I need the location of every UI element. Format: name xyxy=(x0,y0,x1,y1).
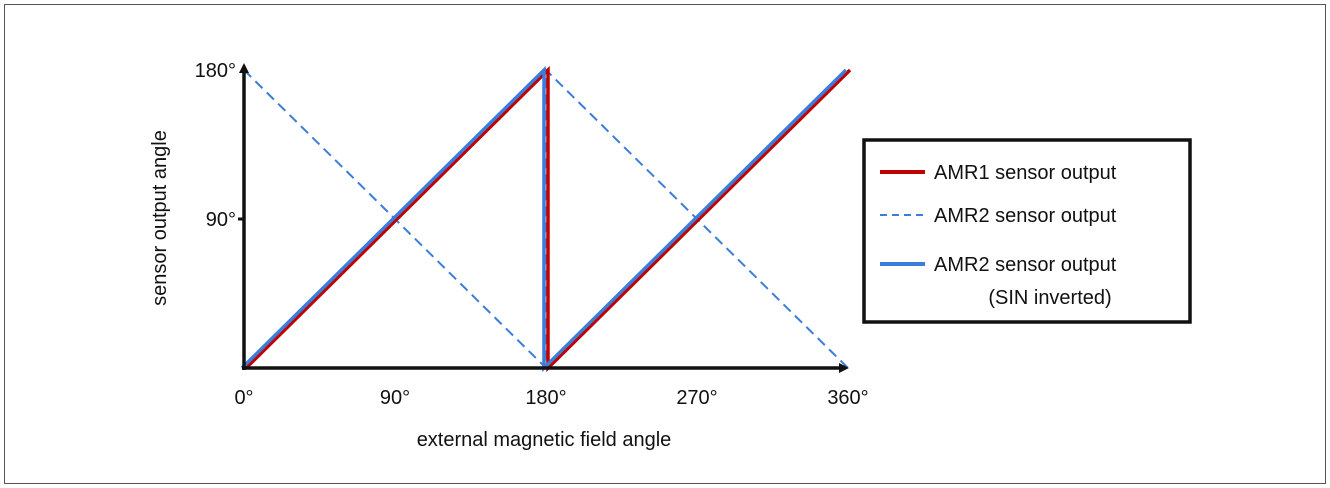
series-line-amr2 xyxy=(243,67,849,371)
plot-area xyxy=(240,65,852,373)
legend-label-amr2: AMR2 sensor output xyxy=(934,205,1117,227)
legend-label-amr2-inverted: AMR2 sensor output xyxy=(934,254,1117,276)
legend: AMR1 sensor output AMR2 sensor output AM… xyxy=(862,138,1192,324)
x-tick-label: 270° xyxy=(676,387,717,409)
y-axis-label: sensor output angle xyxy=(149,130,171,306)
series-line-amr2-sin-inverted xyxy=(240,65,848,373)
x-tick-label: 90° xyxy=(380,387,410,409)
series-line-amr1 xyxy=(244,65,852,373)
figure-frame xyxy=(4,4,1326,484)
x-tick-label: 0° xyxy=(234,387,253,409)
legend-label-amr1: AMR1 sensor output xyxy=(934,162,1117,184)
tick-labels: 0° 90° 180° 270° 360° 90° 180° xyxy=(195,60,869,409)
x-axis-label: external magnetic field angle xyxy=(417,429,672,451)
legend-label-amr2-inverted-line2: (SIN inverted) xyxy=(988,287,1111,309)
y-tick-label: 90° xyxy=(206,209,236,231)
x-tick-label: 180° xyxy=(525,387,566,409)
y-tick-label: 180° xyxy=(195,60,236,82)
x-tick-label: 360° xyxy=(827,387,868,409)
